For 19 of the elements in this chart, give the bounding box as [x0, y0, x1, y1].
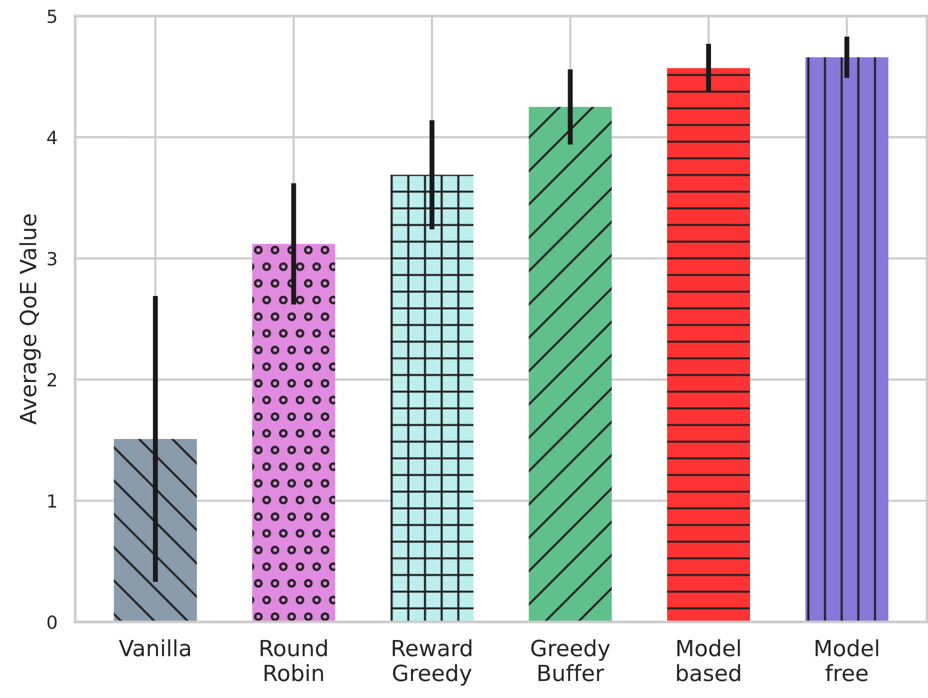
bar — [390, 174, 474, 622]
x-tick-label: Model free — [816, 639, 878, 682]
x-tick-label: Reward Greedy — [392, 639, 472, 686]
y-tick-label: 4 — [47, 130, 57, 144]
y-tick-label: 1 — [48, 494, 56, 508]
y-tick-label: 5 — [48, 10, 56, 24]
bar — [528, 106, 612, 622]
bar — [805, 57, 888, 622]
bar — [114, 438, 197, 622]
y-axis-title: Average QoE Value — [19, 214, 41, 425]
bar — [252, 244, 336, 622]
x-tick-label: Round Robin — [260, 639, 327, 682]
x-tick-label: Greedy Buffer — [531, 639, 610, 682]
x-tick-label: Model based — [677, 639, 740, 682]
x-tick-label: Vanilla — [118, 639, 190, 656]
y-tick-label: 0 — [48, 615, 57, 630]
y-tick-label: 3 — [48, 252, 56, 266]
y-tick-label: 2 — [48, 373, 56, 386]
bar — [667, 68, 750, 622]
